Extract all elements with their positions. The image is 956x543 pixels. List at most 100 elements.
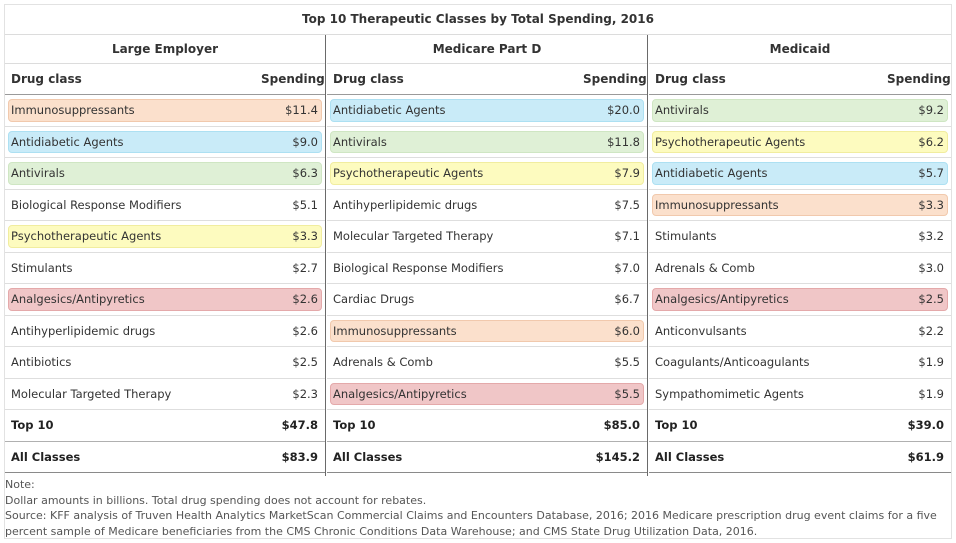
table-row: Antihyperlipidemic drugs $7.5	[327, 190, 647, 221]
total-value: $47.8	[281, 418, 318, 433]
total-row: All Classes $83.9	[5, 442, 325, 473]
row-content: Top 10 $47.8	[11, 410, 319, 441]
table-row: Immunosuppressants $3.3	[649, 190, 951, 221]
highlight-pill	[652, 193, 948, 216]
highlight-pill	[330, 130, 644, 153]
highlight-pill	[8, 162, 322, 185]
table-row: Stimulants $3.2	[649, 221, 951, 253]
table-row: Analgesics/Antipyretics $2.5	[649, 284, 951, 316]
total-row: Top 10 $85.0	[327, 410, 647, 442]
drug-class-name: Immunosuppressants	[655, 197, 779, 212]
row-content: Stimulants $2.7	[11, 253, 319, 284]
header-drug-class: Drug class	[333, 72, 404, 86]
spending-value: $5.5	[614, 355, 640, 370]
table-row: Adrenals & Comb $5.5	[327, 347, 647, 379]
row-content: Antivirals $9.2	[655, 95, 945, 126]
spending-value: $9.0	[292, 134, 318, 149]
drug-class-name: Psychotherapeutic Agents	[655, 134, 806, 149]
table-row: Antidiabetic Agents $5.7	[649, 158, 951, 190]
column-divider	[647, 35, 648, 476]
drug-class-name: Molecular Targeted Therapy	[11, 386, 172, 401]
table-row: Biological Response Modifiers $7.0	[327, 253, 647, 284]
drug-class-name: Antivirals	[11, 166, 65, 181]
total-row: Top 10 $47.8	[5, 410, 325, 442]
drug-class-name: Antivirals	[333, 134, 387, 149]
total-row: Top 10 $39.0	[649, 410, 951, 442]
row-content: Top 10 $39.0	[655, 410, 945, 441]
drug-class-name: Antihyperlipidemic drugs	[333, 197, 478, 212]
column-header: Drug class Spending	[5, 64, 325, 95]
spending-value: $7.1	[614, 229, 640, 244]
table-row: Sympathomimetic Agents $1.9	[649, 379, 951, 410]
spending-value: $3.3	[292, 229, 318, 244]
row-content: Antivirals $6.3	[11, 158, 319, 189]
row-content: Antihyperlipidemic drugs $7.5	[333, 190, 641, 221]
spending-value: $7.9	[614, 166, 640, 181]
row-content: All Classes $145.2	[333, 442, 641, 473]
table-row: Cardiac Drugs $6.7	[327, 284, 647, 316]
table-row: Immunosuppressants $6.0	[327, 316, 647, 347]
row-content: Immunosuppressants $11.4	[11, 95, 319, 126]
table-row: Antidiabetic Agents $20.0	[327, 95, 647, 127]
highlight-pill	[652, 99, 948, 122]
table-row: Antivirals $11.8	[327, 127, 647, 158]
drug-class-name: Antidiabetic Agents	[655, 166, 768, 181]
header-spending: Spending	[261, 72, 325, 86]
table-row: Analgesics/Antipyretics $5.5	[327, 379, 647, 410]
highlight-pill	[8, 99, 322, 122]
column-medicare-part-d: Medicare Part D Drug class Spending Antidia…	[327, 35, 647, 477]
drug-class-name: Antivirals	[655, 103, 709, 118]
row-content: Analgesics/Antipyretics $2.6	[11, 284, 319, 315]
row-content: Adrenals & Comb $3.0	[655, 253, 945, 284]
row-content: Antidiabetic Agents $20.0	[333, 95, 641, 126]
row-content: Sympathomimetic Agents $1.9	[655, 379, 945, 410]
drug-class-name: Analgesics/Antipyretics	[11, 292, 145, 307]
row-content: Stimulants $3.2	[655, 221, 945, 252]
row-content: Top 10 $85.0	[333, 410, 641, 441]
spending-value: $5.7	[918, 166, 944, 181]
table-row: Anticonvulsants $2.2	[649, 316, 951, 347]
spending-value: $3.0	[918, 260, 944, 275]
drug-class-name: Biological Response Modifiers	[11, 197, 182, 212]
drug-class-name: Stimulants	[11, 260, 73, 275]
highlight-pill	[8, 225, 322, 248]
spending-value: $7.5	[614, 197, 640, 212]
row-content: Molecular Targeted Therapy $2.3	[11, 379, 319, 410]
spending-value: $2.6	[292, 292, 318, 307]
notes: Note: Dollar amounts in billions. Total …	[5, 477, 951, 539]
drug-class-name: Analgesics/Antipyretics	[333, 386, 467, 401]
row-content: Adrenals & Comb $5.5	[333, 347, 641, 378]
drug-class-name: Sympathomimetic Agents	[655, 386, 804, 401]
drug-class-name: Antidiabetic Agents	[333, 103, 446, 118]
drug-class-name: Cardiac Drugs	[333, 292, 415, 307]
table-row: Adrenals & Comb $3.0	[649, 253, 951, 284]
row-content: Antihyperlipidemic drugs $2.6	[11, 316, 319, 347]
spending-value: $6.0	[614, 323, 640, 338]
row-content: All Classes $83.9	[11, 442, 319, 473]
spending-value: $11.8	[607, 134, 640, 149]
spending-value: $1.9	[918, 355, 944, 370]
spending-value: $3.3	[918, 197, 944, 212]
spending-value: $2.6	[292, 323, 318, 338]
spending-value: $5.5	[614, 386, 640, 401]
total-label: All Classes	[655, 449, 725, 464]
total-label: All Classes	[333, 449, 403, 464]
row-content: Molecular Targeted Therapy $7.1	[333, 221, 641, 252]
spending-value: $11.4	[285, 103, 318, 118]
table-row: Coagulants/Anticoagulants $1.9	[649, 347, 951, 379]
column-title: Large Employer	[5, 35, 325, 64]
highlight-pill	[8, 288, 322, 311]
header-spending: Spending	[887, 72, 951, 86]
table-title: Top 10 Therapeutic Classes by Total Spen…	[5, 5, 951, 35]
row-content: Antidiabetic Agents $9.0	[11, 127, 319, 158]
drug-class-name: Analgesics/Antipyretics	[655, 292, 789, 307]
table-row: Antidiabetic Agents $9.0	[5, 127, 325, 158]
spending-value: $7.0	[614, 260, 640, 275]
table-row: Psychotherapeutic Agents $3.3	[5, 221, 325, 253]
spending-value: $2.2	[918, 323, 944, 338]
drug-class-name: Coagulants/Anticoagulants	[655, 355, 810, 370]
table-row: Antivirals $9.2	[649, 95, 951, 127]
column-header: Drug class Spending	[327, 64, 647, 95]
spending-value: $2.5	[292, 355, 318, 370]
total-value: $83.9	[281, 449, 318, 464]
